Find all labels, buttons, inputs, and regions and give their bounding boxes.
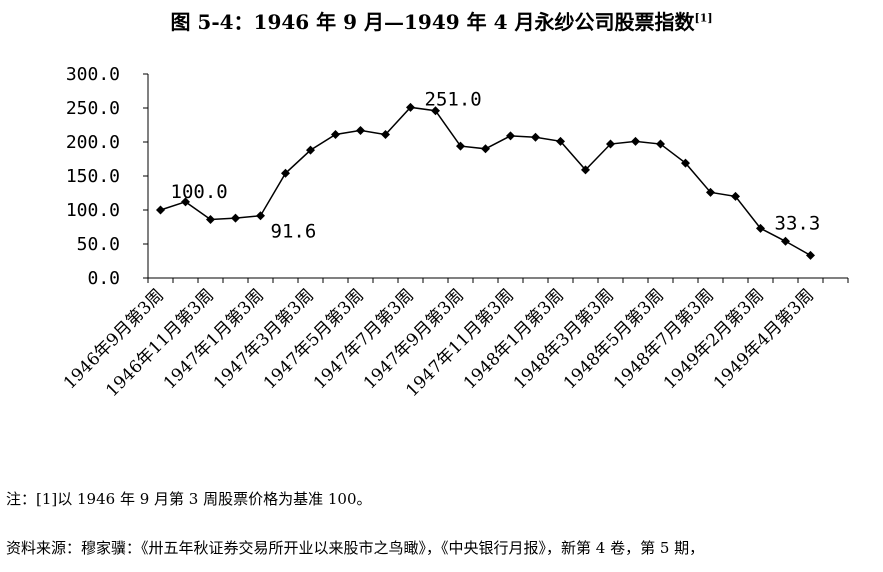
chart-note: 注：[1]以 1946 年 9 月第 3 周股票价格为基准 100。 (6, 490, 372, 508)
y-tick-label: 50.0 (77, 234, 120, 255)
data-point (806, 250, 815, 260)
data-point (356, 125, 365, 135)
data-point (481, 144, 490, 154)
data-label: 33.3 (775, 212, 821, 234)
data-point (681, 158, 690, 168)
data-point (231, 213, 240, 223)
data-point (506, 131, 515, 141)
data-point (156, 205, 165, 215)
y-tick-label: 250.0 (66, 98, 120, 119)
y-tick-label: 0.0 (87, 268, 120, 289)
data-point (556, 136, 565, 146)
data-point (306, 145, 315, 155)
data-point (731, 191, 740, 201)
data-point (606, 139, 615, 149)
chart-title-text: 图 5-4：1946 年 9 月—1949 年 4 月永纱公司股票指数 (170, 10, 695, 34)
title-footnote: [1] (694, 11, 713, 25)
data-point (431, 106, 440, 116)
data-point (456, 141, 465, 151)
data-point (781, 236, 790, 246)
series-line (160, 106, 811, 257)
line-chart: 0.050.0100.0150.0200.0250.0300.01946年9月第… (60, 64, 849, 401)
y-tick-label: 300.0 (66, 64, 120, 85)
data-point (656, 139, 665, 149)
data-point (631, 136, 640, 146)
data-label: 100.0 (171, 181, 228, 203)
data-point (581, 165, 590, 175)
data-point (256, 211, 265, 221)
data-point (406, 102, 415, 112)
data-point (281, 168, 290, 178)
y-tick-label: 150.0 (66, 166, 120, 187)
data-point (331, 130, 340, 140)
data-point (756, 223, 765, 233)
data-point (181, 197, 190, 207)
chart-source: 资料来源：穆家骥：《卅五年秋证券交易所开业以来股市之鸟瞰》，《中央银行月报》，新… (6, 539, 705, 557)
data-point (531, 132, 540, 142)
data-label: 91.6 (271, 221, 317, 243)
y-tick-label: 100.0 (66, 200, 120, 221)
data-point (381, 130, 390, 140)
data-point (206, 215, 215, 225)
data-label: 251.0 (425, 88, 482, 110)
chart-title: 图 5-4：1946 年 9 月—1949 年 4 月永纱公司股票指数[1] (0, 6, 883, 35)
y-tick-label: 200.0 (66, 132, 120, 153)
data-point (706, 187, 715, 197)
